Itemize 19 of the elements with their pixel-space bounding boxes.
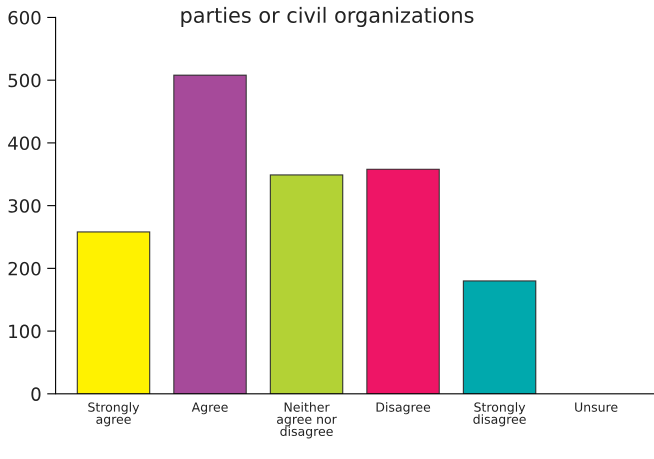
y-tick-label: 600 — [8, 10, 40, 25]
x-tick-label: Unsure — [575, 402, 618, 412]
bar — [173, 74, 247, 394]
x-tick-label: Disagree — [376, 402, 430, 414]
y-tick-label: 0 — [31, 387, 40, 401]
chart-title: parties or civil organizations — [181, 6, 474, 28]
y-tick-label: 400 — [8, 136, 40, 150]
bar — [462, 280, 536, 394]
x-tick-label: Agree — [192, 402, 228, 414]
x-tick-label: Neither agree nor disagree — [277, 402, 337, 438]
bar — [366, 168, 440, 394]
y-tick-label: 300 — [8, 199, 40, 213]
y-tick-label: 500 — [8, 74, 40, 88]
bar — [76, 231, 150, 394]
y-tick-label: 100 — [9, 324, 40, 338]
y-tick-label: 200 — [8, 262, 40, 276]
x-tick-label: Strongly agree — [88, 402, 140, 426]
bar — [270, 174, 344, 394]
x-tick-label: Strongly disagree — [473, 402, 526, 426]
